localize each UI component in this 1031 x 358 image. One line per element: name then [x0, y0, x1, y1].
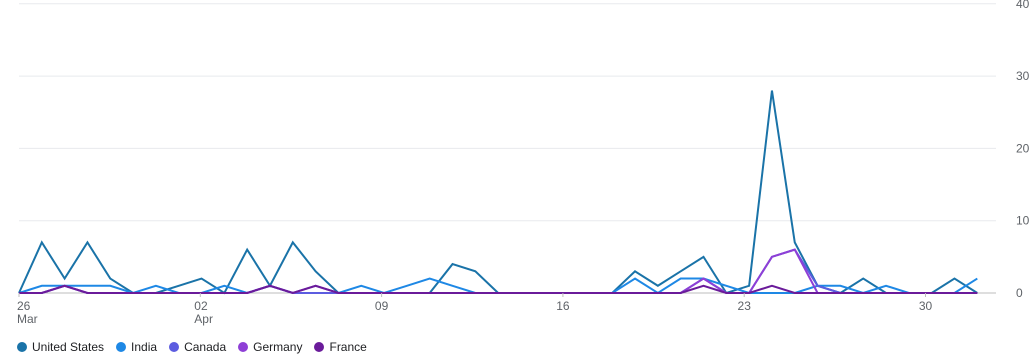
legend-label: France — [329, 340, 367, 354]
y-tick-label: 0 — [1016, 286, 1023, 300]
x-tick-label: 26 — [17, 299, 31, 313]
x-tick-label: 23 — [738, 299, 752, 313]
legend-label: United States — [32, 340, 105, 354]
x-tick-sublabel: Mar — [17, 312, 38, 326]
x-tick-label: 30 — [919, 299, 933, 313]
legend-item-united-states[interactable]: United States — [17, 340, 104, 354]
chart-legend[interactable]: United States India Canada Germany France — [17, 340, 367, 354]
y-axis-ticks: 0 10 20 30 40 — [1016, 0, 1030, 300]
chart-gridlines — [19, 3, 996, 294]
y-tick-label: 40 — [1016, 0, 1030, 11]
series-line-france[interactable] — [19, 284, 978, 295]
legend-swatch — [169, 342, 180, 352]
legend-item-india[interactable]: India — [116, 340, 157, 354]
legend-label: Canada — [184, 340, 227, 354]
chart-series-lines — [18, 90, 978, 295]
x-tick-label: 16 — [556, 299, 570, 313]
legend-swatch — [17, 342, 27, 352]
x-tick-label: 02 — [194, 299, 208, 313]
y-tick-label: 20 — [1016, 141, 1030, 155]
legend-item-germany[interactable]: Germany — [238, 340, 302, 354]
legend-swatch — [238, 342, 249, 352]
x-tick-sublabel: Apr — [194, 312, 213, 326]
legend-swatch — [314, 342, 325, 352]
legend-swatch — [116, 342, 127, 352]
legend-item-canada[interactable]: Canada — [169, 340, 226, 354]
series-line-united-states[interactable] — [18, 90, 978, 295]
y-tick-label: 30 — [1016, 69, 1030, 83]
y-tick-label: 10 — [1016, 214, 1030, 228]
x-tick-label: 09 — [375, 299, 389, 313]
legend-label: Germany — [253, 340, 303, 354]
legend-label: India — [131, 340, 158, 354]
legend-item-france[interactable]: France — [314, 340, 367, 354]
